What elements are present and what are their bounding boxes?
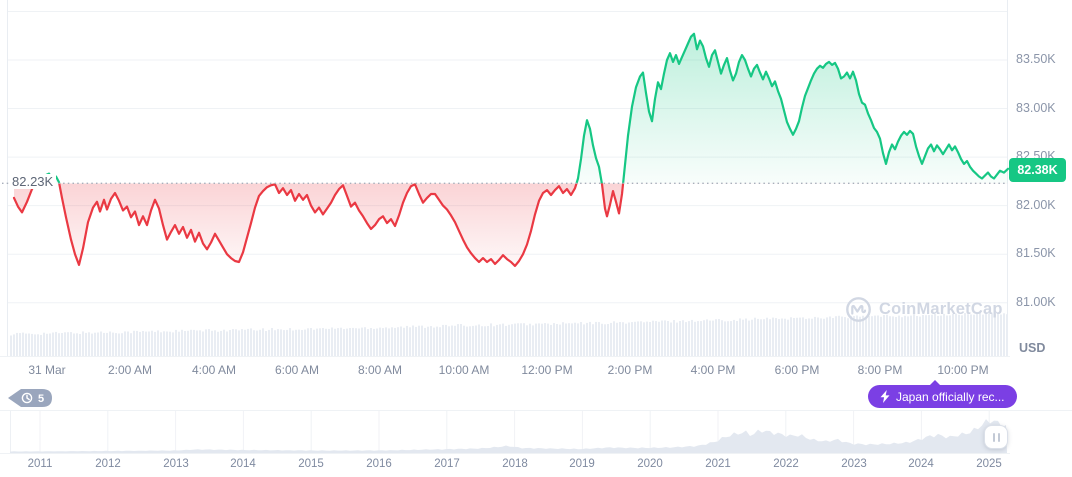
timeline-year-label: 2011	[27, 458, 53, 470]
coinmarketcap-watermark: CoinMarketCap	[845, 296, 1003, 323]
annotation-count-text: 5	[38, 393, 44, 405]
timeline-year-label: 2013	[163, 458, 189, 470]
coinmarketcap-logo-icon	[846, 297, 871, 322]
x-axis-label: 10:00 AM	[438, 363, 490, 377]
lightning-icon	[880, 390, 890, 403]
x-axis-label: 4:00 AM	[191, 363, 237, 377]
x-axis-label: 31 Mar	[28, 363, 66, 377]
main-price-chart[interactable]	[0, 0, 1010, 357]
grip-bar	[992, 432, 995, 442]
y-axis-label: 81.50K	[1016, 246, 1056, 260]
volume-bars	[10, 312, 1008, 356]
timeline-year-label: 2014	[230, 458, 256, 470]
x-axis-label: 4:00 PM	[690, 363, 736, 377]
timeline-year-label: 2024	[908, 458, 934, 470]
y-axis-label: 81.00K	[1016, 295, 1056, 309]
x-axis-label: 6:00 PM	[774, 363, 820, 377]
y-axis-label: 82.00K	[1016, 198, 1056, 212]
timeline-year-label: 2018	[502, 458, 528, 470]
currency-label: USD	[1019, 341, 1046, 355]
watermark-text: CoinMarketCap	[879, 300, 1003, 318]
x-axis-label: 8:00 PM	[857, 363, 903, 377]
timeline-year-label: 2012	[95, 458, 121, 470]
open-price-label: 82.23K	[9, 174, 57, 189]
event-badge-text: Japan officially rec...	[896, 389, 1005, 404]
timeline-year-label: 2015	[298, 458, 324, 470]
timeline-year-label: 2021	[705, 458, 731, 470]
timeline-year-label: 2019	[569, 458, 595, 470]
timeline-year-label: 2020	[637, 458, 663, 470]
x-axis-label: 2:00 PM	[607, 363, 653, 377]
brush-drag-handle[interactable]	[984, 425, 1008, 449]
timeline-history-area	[10, 419, 1007, 453]
x-axis-label: 6:00 AM	[274, 363, 320, 377]
news-event-badge[interactable]: Japan officially rec...	[868, 380, 1017, 408]
x-axis-label: 12:00 PM	[521, 363, 573, 377]
y-axis-label: 83.50K	[1016, 52, 1056, 66]
x-axis-label: 2:00 AM	[107, 363, 153, 377]
timeline-brush[interactable]	[0, 410, 1072, 456]
timeline-year-label: 2023	[841, 458, 867, 470]
timeline-year-label: 2016	[366, 458, 392, 470]
x-axis-label: 10:00 PM	[937, 363, 989, 377]
timeline-year-label: 2017	[434, 458, 460, 470]
x-axis-label: 8:00 AM	[357, 363, 403, 377]
y-axis-label: 83.00K	[1016, 101, 1056, 115]
clock-icon	[21, 392, 33, 404]
current-price-badge: 82.38K	[1009, 158, 1066, 182]
grip-bar	[997, 432, 1000, 442]
timeline-year-label: 2025	[976, 458, 1002, 470]
annotations-count-badge[interactable]: 5	[7, 388, 53, 408]
timeline-year-label: 2022	[773, 458, 799, 470]
